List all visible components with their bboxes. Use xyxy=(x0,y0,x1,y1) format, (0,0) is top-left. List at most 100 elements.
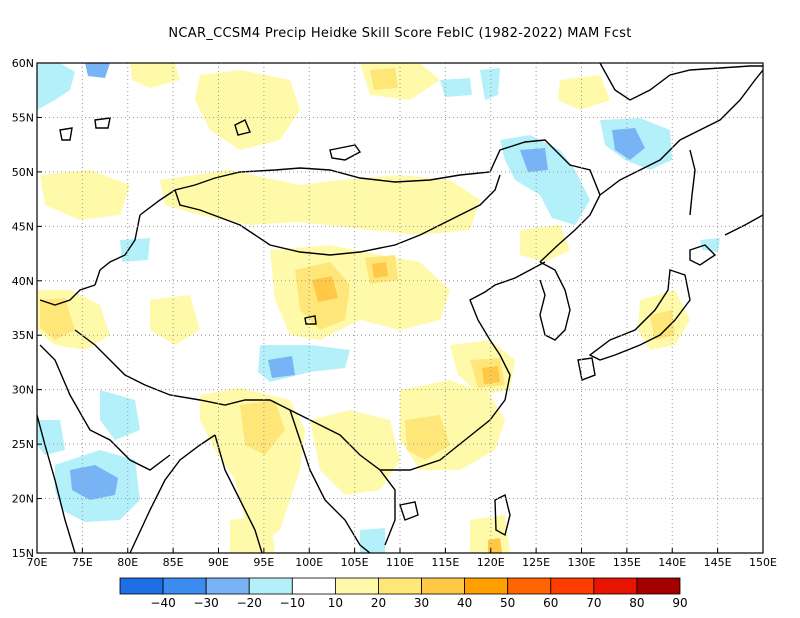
shade-yellow xyxy=(150,295,200,345)
colorbar-swatch xyxy=(205,577,250,595)
lon-tick-label: 125E xyxy=(522,556,550,569)
lake xyxy=(234,119,251,136)
shade-blue-mid xyxy=(520,148,548,172)
shade-orange xyxy=(372,262,388,278)
shade-yellow xyxy=(360,63,440,100)
shade-yellow xyxy=(130,63,180,88)
colorbar-swatch xyxy=(464,577,509,595)
colorbar-swatch xyxy=(507,577,552,595)
lon-tick-label: 70E xyxy=(27,556,48,569)
lon-tick-label: 115E xyxy=(431,556,459,569)
colorbar-swatch xyxy=(550,577,595,595)
shade-blue-mid xyxy=(612,128,645,160)
lake xyxy=(94,117,111,129)
colorbar-swatch xyxy=(378,577,422,595)
border-line xyxy=(588,269,691,361)
border-line xyxy=(94,214,141,286)
border-line xyxy=(599,69,763,196)
colorbar-label: 70 xyxy=(586,596,601,610)
shade-blue xyxy=(37,63,75,110)
lat-tick-label: 15N xyxy=(12,547,34,560)
shade-yellow xyxy=(558,75,610,110)
border-line xyxy=(539,261,571,341)
colorbar-swatch xyxy=(593,577,638,595)
shade-yellow xyxy=(195,70,300,150)
lon-tick-label: 90E xyxy=(208,556,229,569)
border-line xyxy=(39,284,96,306)
border-line xyxy=(380,261,546,471)
lon-tick-label: 95E xyxy=(253,556,274,569)
shade-blue xyxy=(100,390,140,440)
colorbar-label: −10 xyxy=(280,596,305,610)
border-line xyxy=(689,244,717,266)
colorbar-label: −40 xyxy=(150,596,175,610)
lon-tick-label: 110E xyxy=(386,556,414,569)
shade-orange xyxy=(312,276,338,302)
border-line xyxy=(599,63,763,101)
border-line xyxy=(37,414,76,553)
lon-tick-label: 140E xyxy=(658,556,686,569)
shade-orange xyxy=(488,538,502,553)
lake xyxy=(329,144,362,161)
lon-tick-label: 100E xyxy=(295,556,323,569)
colorbar-swatch xyxy=(421,577,466,595)
colorbar-label: 50 xyxy=(500,596,515,610)
shade-blue xyxy=(440,78,472,97)
shade-blue xyxy=(360,528,385,553)
shade-yellow xyxy=(270,245,450,340)
colorbar-label: 10 xyxy=(328,596,343,610)
colorbar-label: −30 xyxy=(193,596,218,610)
colorbar-label: 60 xyxy=(543,596,558,610)
axis-ticks: 70E 75E 80E 85E 90E 95E 100E 105E 110E 115E 120E 12… xyxy=(12,57,777,569)
shade-blue xyxy=(700,238,720,252)
shade-yellow xyxy=(520,225,570,262)
shade-yellow xyxy=(40,170,130,220)
lon-tick-label: 135E xyxy=(613,556,641,569)
shade-blue-mid xyxy=(268,356,295,378)
lat-tick-label: 55N xyxy=(12,111,34,124)
lat-tick-label: 25N xyxy=(12,438,34,451)
lon-tick-label: 105E xyxy=(341,556,369,569)
colorbar-label: 40 xyxy=(457,596,472,610)
shade-yellow-mid xyxy=(405,415,450,460)
colorbar-swatch xyxy=(119,577,164,595)
lat-tick-label: 30N xyxy=(12,384,34,397)
colorbar-swatch xyxy=(291,577,336,595)
border-line xyxy=(39,344,171,471)
lake xyxy=(304,315,317,325)
shade-yellow xyxy=(160,170,480,235)
border-line xyxy=(74,329,311,421)
border-line xyxy=(289,409,371,553)
skill-score-field xyxy=(37,63,720,553)
shade-blue xyxy=(37,420,65,455)
shade-yellow-mid xyxy=(370,68,398,90)
lat-tick-label: 60N xyxy=(12,57,34,70)
coastlines-and-borders xyxy=(37,63,763,553)
shade-blue xyxy=(120,238,150,262)
border-line xyxy=(689,149,696,216)
page-title: NCAR_CCSM4 Precip Heidke Skill Score Feb… xyxy=(168,26,632,41)
lon-tick-label: 145E xyxy=(704,556,732,569)
lat-tick-label: 45N xyxy=(12,220,34,233)
colorbar-swatch xyxy=(334,577,379,595)
lon-tick-label: 75E xyxy=(72,556,93,569)
lat-tick-label: 50N xyxy=(12,166,34,179)
lat-tick-label: 40N xyxy=(12,275,34,288)
colorbar-label: 80 xyxy=(629,596,644,610)
lon-tick-label: 130E xyxy=(568,556,596,569)
colorbar-label: −20 xyxy=(237,596,262,610)
colorbar-swatch xyxy=(636,577,681,595)
shade-blue xyxy=(480,68,500,100)
shade-yellow-mid xyxy=(240,400,285,455)
border-line xyxy=(214,434,263,553)
shade-yellow-mid xyxy=(40,298,75,340)
lake xyxy=(59,127,73,141)
colorbar-label: 20 xyxy=(371,596,386,610)
shade-blue xyxy=(500,135,590,225)
colorbar-swatch xyxy=(162,577,207,595)
colorbar-label: 90 xyxy=(672,596,687,610)
lon-tick-label: 80E xyxy=(117,556,138,569)
shade-yellow xyxy=(230,515,275,553)
lat-tick-label: 20N xyxy=(12,493,34,506)
